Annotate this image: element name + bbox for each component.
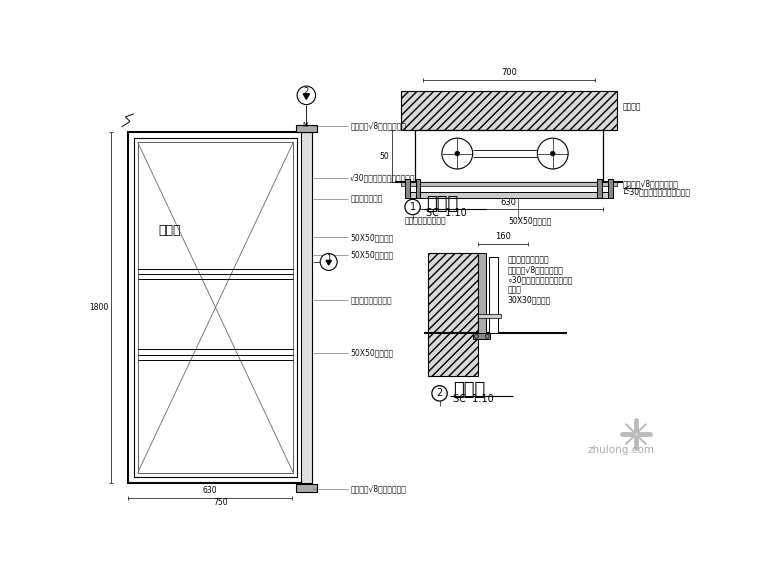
Text: 30X30镀锌角钢: 30X30镀锌角钢 <box>508 296 550 305</box>
Text: 50: 50 <box>380 152 389 161</box>
Text: 50X50镀锌角钢: 50X50镀锌角钢 <box>350 233 394 242</box>
Text: 消音箱: 消音箱 <box>508 286 521 295</box>
Text: 750: 750 <box>214 498 228 507</box>
Text: 50X50镀锌角钢: 50X50镀锌角钢 <box>509 217 552 225</box>
Bar <box>416 178 420 198</box>
Text: 消火栓箱: 消火栓箱 <box>622 103 641 111</box>
Circle shape <box>486 335 489 338</box>
Bar <box>608 178 613 198</box>
Text: SC  1:10: SC 1:10 <box>454 394 494 405</box>
Text: 2: 2 <box>304 87 309 96</box>
Bar <box>296 484 317 492</box>
Text: 50X50板笼内网: 50X50板笼内网 <box>350 348 394 357</box>
Bar <box>478 253 486 333</box>
Bar <box>138 142 293 473</box>
Text: 万向轴承√8膨胀螺栓固定: 万向轴承√8膨胀螺栓固定 <box>350 484 406 493</box>
Text: 剖面图: 剖面图 <box>426 195 459 213</box>
Circle shape <box>442 138 473 169</box>
Bar <box>401 182 616 186</box>
Text: 万向端承√8膨胀螺栓固定: 万向端承√8膨胀螺栓固定 <box>622 180 679 189</box>
Text: 与所在位置饰材一致: 与所在位置饰材一致 <box>405 217 447 225</box>
Text: 700: 700 <box>501 68 517 78</box>
Circle shape <box>474 335 479 338</box>
Text: ∘30钢杆上下与万向端承连接: ∘30钢杆上下与万向端承连接 <box>508 276 573 284</box>
Text: 与所在位置饰材一致: 与所在位置饰材一致 <box>508 255 549 264</box>
Bar <box>405 178 410 198</box>
Text: 万方端承√8膨胀螺栓固定: 万方端承√8膨胀螺栓固定 <box>508 266 563 275</box>
Text: 1: 1 <box>326 254 331 263</box>
Circle shape <box>320 254 337 270</box>
Text: 红色有机玻璃字: 红色有机玻璃字 <box>350 194 382 203</box>
Bar <box>405 192 613 198</box>
Text: 万向机座√8膨胀螺栓固定: 万向机座√8膨胀螺栓固定 <box>350 121 406 131</box>
Bar <box>128 132 303 483</box>
Bar <box>489 257 498 333</box>
Text: 630: 630 <box>501 198 517 206</box>
Bar <box>301 132 312 483</box>
Text: SC  1:10: SC 1:10 <box>426 208 467 218</box>
Polygon shape <box>326 260 331 265</box>
Text: 消火栓: 消火栓 <box>159 224 182 237</box>
Text: 剖面图: 剖面图 <box>454 381 486 399</box>
Text: 50X50边线角条: 50X50边线角条 <box>350 250 394 259</box>
Text: 630: 630 <box>203 486 217 495</box>
Text: 2: 2 <box>436 388 442 398</box>
Polygon shape <box>303 94 309 99</box>
Text: 1: 1 <box>410 202 416 212</box>
Bar <box>478 314 501 318</box>
Bar <box>473 332 490 340</box>
Text: ∟30钢杆上下与万向端承连接: ∟30钢杆上下与万向端承连接 <box>622 187 690 196</box>
Bar <box>134 139 297 477</box>
Text: zhulong.com: zhulong.com <box>587 445 654 454</box>
Bar <box>428 253 478 376</box>
Circle shape <box>537 138 568 169</box>
Circle shape <box>550 151 555 156</box>
Text: √30钢杆二下与万向轴连结卡: √30钢杆二下与万向轴连结卡 <box>350 173 416 182</box>
Text: N: N <box>302 123 308 128</box>
Bar <box>597 178 602 198</box>
Text: 与所在位置饰材一致: 与所在位置饰材一致 <box>350 296 392 305</box>
Circle shape <box>432 386 447 401</box>
Circle shape <box>405 200 420 215</box>
Bar <box>296 125 317 132</box>
Text: 1800: 1800 <box>89 303 109 312</box>
Circle shape <box>297 86 315 104</box>
Bar <box>401 92 616 130</box>
Text: 160: 160 <box>495 232 511 241</box>
Bar <box>415 130 603 182</box>
Circle shape <box>455 151 460 156</box>
